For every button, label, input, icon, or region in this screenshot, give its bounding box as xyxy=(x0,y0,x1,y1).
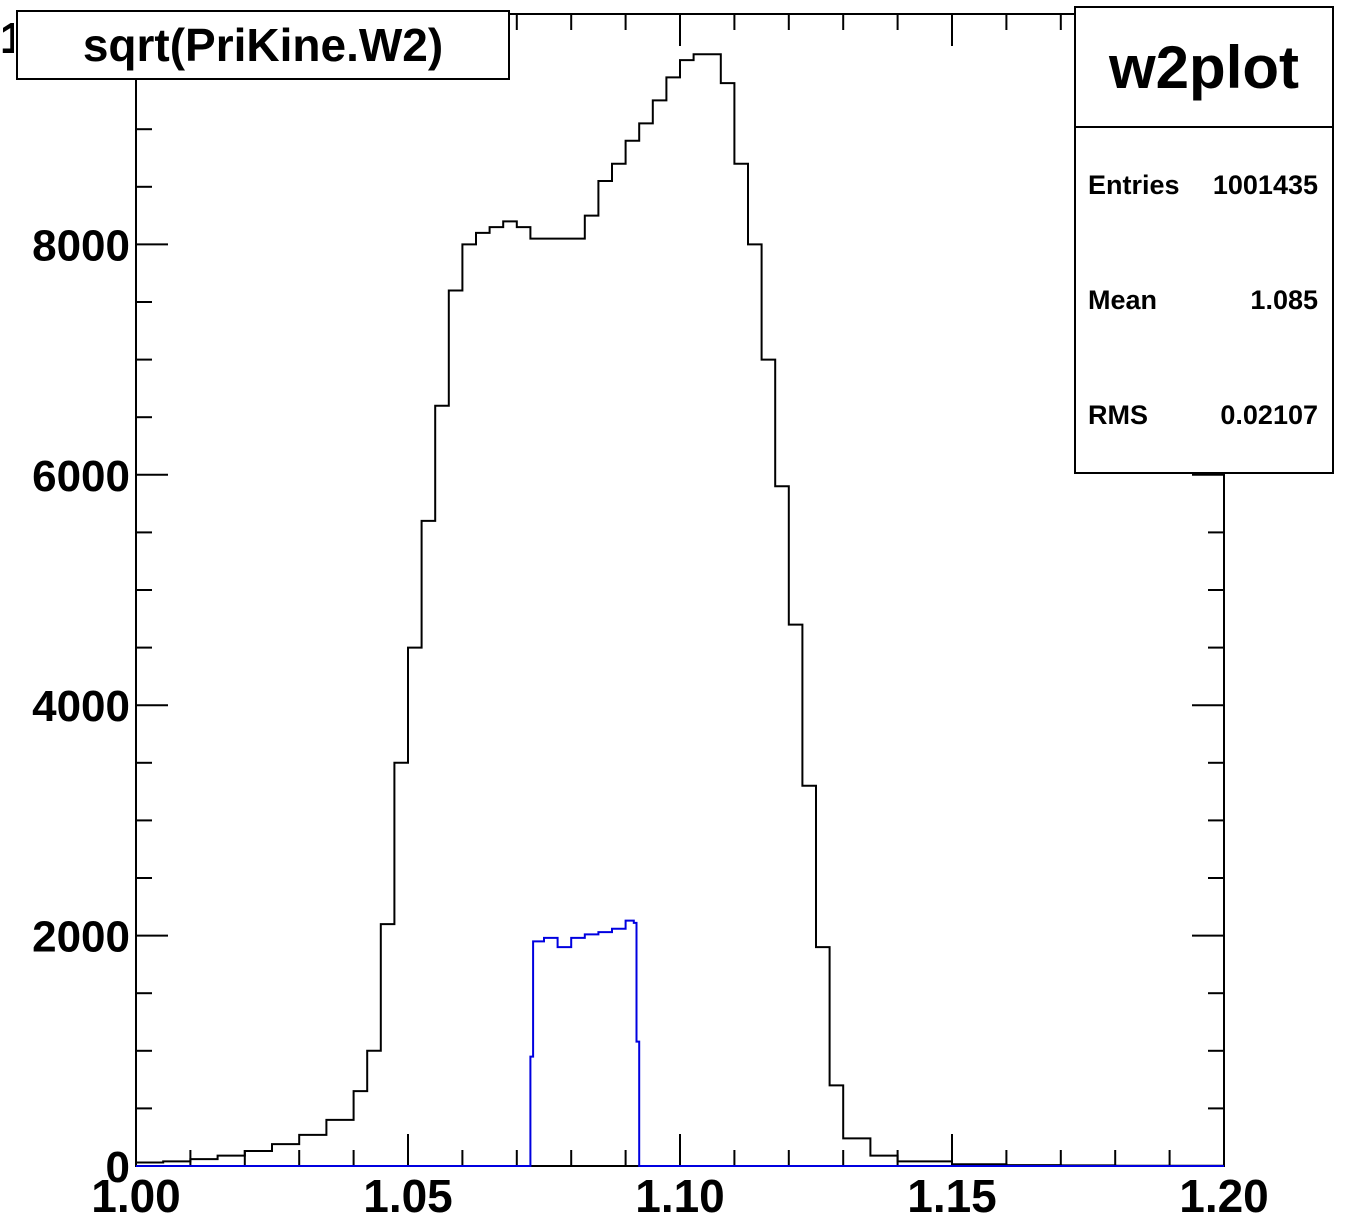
axis-tick-labels: 1.00 1.05 1.10 1.15 1.20 0 2000 4000 6000 8000 xyxy=(32,221,1269,1222)
y-tick-label: 8000 xyxy=(32,221,130,270)
stats-value-rms: 0.02107 xyxy=(1220,400,1318,430)
x-tick-label: 1.05 xyxy=(363,1170,453,1222)
stats-row-mean: Mean 1.085 xyxy=(1076,243,1332,358)
x-tick-label: 1.15 xyxy=(907,1170,997,1222)
stats-label-mean: Mean xyxy=(1088,285,1158,315)
x-tick-label: 1.10 xyxy=(635,1170,725,1222)
histogram-title-text: sqrt(PriKine.W2) xyxy=(82,19,444,71)
y-tick-label: 2000 xyxy=(32,913,130,962)
x-tick-label: 1.20 xyxy=(1179,1170,1269,1222)
stats-box: w2plot Entries 1001435 Mean 1.085 RMS 0.… xyxy=(1074,6,1334,474)
stats-row-rms: RMS 0.02107 xyxy=(1076,358,1332,473)
y-tick-label: 4000 xyxy=(32,682,130,731)
stats-histogram-name: w2plot xyxy=(1076,8,1332,128)
stats-value-entries: 1001435 xyxy=(1212,170,1318,200)
y-tick-label: 6000 xyxy=(32,452,130,501)
y-axis-top-label-partial: 1 xyxy=(0,16,14,62)
histogram-series-0 xyxy=(136,53,1224,1167)
x-tick-label: 1.00 xyxy=(91,1170,181,1222)
stats-row-entries: Entries 1001435 xyxy=(1076,128,1332,243)
histogram-title: sqrt(PriKine.W2) xyxy=(16,10,510,80)
histogram-series-1 xyxy=(136,919,1224,1167)
plot-frame xyxy=(135,13,1225,1167)
axis-ticks xyxy=(135,13,1225,1167)
stats-value-mean: 1.085 xyxy=(1250,285,1318,315)
stats-label-entries: Entries xyxy=(1088,170,1180,200)
stats-label-rms: RMS xyxy=(1088,400,1148,430)
histogram-series xyxy=(136,53,1224,1167)
y-tick-label: 0 xyxy=(106,1143,130,1192)
